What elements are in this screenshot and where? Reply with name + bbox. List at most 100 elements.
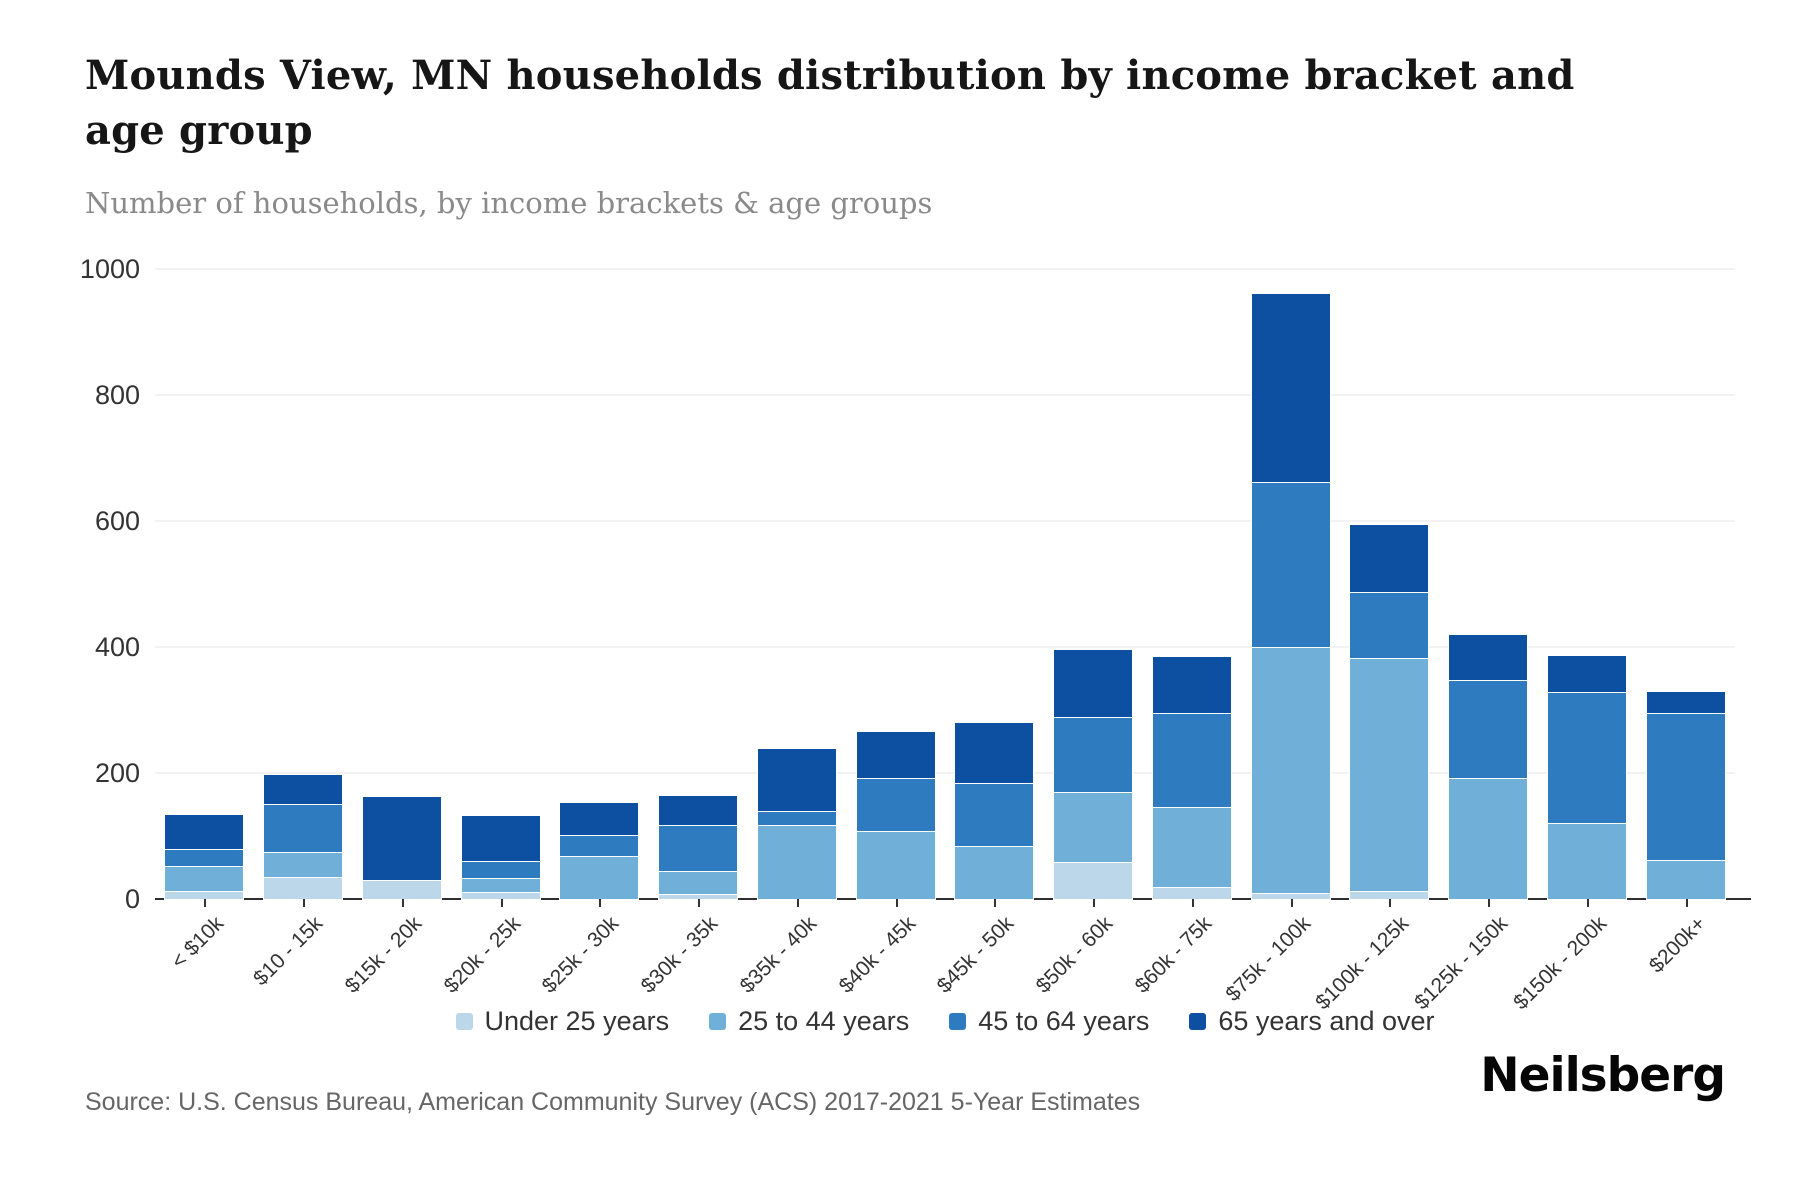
x-tick-$100k - 125k xyxy=(1389,899,1392,907)
bar-$75k - 100k xyxy=(1250,269,1331,901)
segment-< $10k-65 years and over[interactable] xyxy=(164,813,245,850)
segment-< $10k-Under 25 years[interactable] xyxy=(164,889,245,901)
x-tick-$125k - 150k xyxy=(1488,899,1491,907)
gridline-600 xyxy=(155,520,1735,522)
segment-$75k - 100k-Under 25 years[interactable] xyxy=(1250,891,1331,901)
x-tick-label-< $10k: < $10k xyxy=(167,912,229,974)
segment-$100k - 125k-65 years and over[interactable] xyxy=(1349,523,1430,594)
segment-$35k - 40k-65 years and over[interactable] xyxy=(756,748,837,812)
segment-$150k - 200k-25 to 44 years[interactable] xyxy=(1546,821,1627,901)
segment-$30k - 35k-Under 25 years[interactable] xyxy=(658,892,739,901)
bar-$100k - 125k xyxy=(1349,269,1430,900)
segment-$50k - 60k-Under 25 years[interactable] xyxy=(1053,860,1134,901)
bar-$150k - 200k xyxy=(1546,269,1627,901)
legend-item-45 to 64 years[interactable]: 45 to 64 years xyxy=(949,1006,1149,1037)
y-tick-label-600: 600 xyxy=(94,506,140,536)
segment-$200k+-25 to 44 years[interactable] xyxy=(1645,858,1726,901)
segment-$50k - 60k-65 years and over[interactable] xyxy=(1053,649,1134,718)
x-tick-label-$75k - 100k: $75k - 100k xyxy=(1221,912,1315,1006)
bar-$30k - 35k xyxy=(658,269,739,901)
legend-item-25 to 44 years[interactable]: 25 to 44 years xyxy=(709,1006,909,1037)
segment-$45k - 50k-25 to 44 years[interactable] xyxy=(954,845,1035,900)
legend: Under 25 years 25 to 44 years 45 to 64 yea… xyxy=(155,1006,1735,1037)
chart-subtitle: Number of households, by income brackets… xyxy=(85,186,933,220)
segment-$60k - 75k-Under 25 years[interactable] xyxy=(1151,886,1232,900)
segment-$45k - 50k-65 years and over[interactable] xyxy=(954,722,1035,785)
y-tick-label-200: 200 xyxy=(94,758,140,788)
bar-$45k - 50k xyxy=(954,269,1035,900)
x-tick-label-$30k - 35k: $30k - 35k xyxy=(636,912,723,998)
y-tick-label-800: 800 xyxy=(94,380,140,410)
segment-$10 - 15k-65 years and over[interactable] xyxy=(263,773,344,805)
segment-$10 - 15k-Under 25 years[interactable] xyxy=(263,875,344,901)
x-tick-$45k - 50k xyxy=(994,899,997,907)
gridline-200 xyxy=(155,772,1735,774)
legend-item-Under 25 years[interactable]: Under 25 years xyxy=(455,1006,669,1037)
segment-$60k - 75k-65 years and over[interactable] xyxy=(1151,656,1232,715)
x-tick-$25k - 30k xyxy=(599,899,602,907)
segment-$35k - 40k-25 to 44 years[interactable] xyxy=(756,823,837,901)
segment-$35k - 40k-45 to 64 years[interactable] xyxy=(756,809,837,826)
x-tick-label-$50k - 60k: $50k - 60k xyxy=(1031,912,1118,998)
segment-$25k - 30k-65 years and over[interactable] xyxy=(559,802,640,836)
segment-$150k - 200k-45 to 64 years[interactable] xyxy=(1546,690,1627,824)
x-tick-label-$40k - 45k: $40k - 45k xyxy=(834,912,920,998)
segment-$15k - 20k-65 years and over[interactable] xyxy=(361,795,442,882)
segment-$125k - 150k-65 years and over[interactable] xyxy=(1448,634,1529,682)
bar-< $10k xyxy=(164,269,245,901)
brand-logo: Neilsberg xyxy=(1480,1048,1726,1103)
segment-$60k - 75k-45 to 64 years[interactable] xyxy=(1151,712,1232,809)
segment-$30k - 35k-65 years and over[interactable] xyxy=(658,795,739,826)
segment-$75k - 100k-25 to 44 years[interactable] xyxy=(1250,646,1331,894)
legend-label: 65 years and over xyxy=(1218,1006,1435,1036)
segment-$40k - 45k-45 to 64 years[interactable] xyxy=(855,777,936,832)
segment-$45k - 50k-45 to 64 years[interactable] xyxy=(954,782,1035,848)
segment-$10 - 15k-45 to 64 years[interactable] xyxy=(263,802,344,853)
segment-$50k - 60k-25 to 44 years[interactable] xyxy=(1053,790,1134,863)
segment-$40k - 45k-25 to 44 years[interactable] xyxy=(855,829,936,901)
segment-$25k - 30k-45 to 64 years[interactable] xyxy=(559,833,640,858)
segment-$200k+-45 to 64 years[interactable] xyxy=(1645,712,1726,861)
x-tick-label-$20k - 25k: $20k - 25k xyxy=(439,912,525,998)
legend-item-65 years and over[interactable]: 65 years and over xyxy=(1189,1006,1435,1037)
x-tick-$40k - 45k xyxy=(895,899,898,907)
plot-area: < $10k $10 - 15k $15k - 20k $20k - 25k $25k … xyxy=(155,268,1751,1014)
x-tick-$10 - 15k xyxy=(303,899,306,907)
x-tick-$60k - 75k xyxy=(1191,899,1194,907)
segment-$75k - 100k-45 to 64 years[interactable] xyxy=(1250,480,1331,649)
segment-$100k - 125k-Under 25 years[interactable] xyxy=(1349,890,1430,900)
segment-$20k - 25k-25 to 44 years[interactable] xyxy=(460,876,541,894)
x-tick-label-$25k - 30k: $25k - 30k xyxy=(538,912,624,998)
x-tick-$50k - 60k xyxy=(1093,899,1096,907)
bar-$10 - 15k xyxy=(263,269,344,901)
segment-$100k - 125k-45 to 64 years[interactable] xyxy=(1349,591,1430,660)
segment-$20k - 25k-Under 25 years[interactable] xyxy=(460,891,541,900)
segment-$150k - 200k-65 years and over[interactable] xyxy=(1546,655,1627,693)
gridline-1000 xyxy=(155,268,1735,270)
x-tick-$200k+ xyxy=(1685,899,1688,907)
segment-$20k - 25k-45 to 64 years[interactable] xyxy=(460,860,541,879)
segment-$40k - 45k-65 years and over[interactable] xyxy=(855,731,936,780)
segment-$50k - 60k-45 to 64 years[interactable] xyxy=(1053,715,1134,793)
legend-swatch-icon xyxy=(455,1013,473,1030)
segment-$25k - 30k-25 to 44 years[interactable] xyxy=(559,855,640,900)
segment-$125k - 150k-45 to 64 years[interactable] xyxy=(1448,679,1529,780)
segment-$200k+-65 years and over[interactable] xyxy=(1645,691,1726,715)
segment-$100k - 125k-25 to 44 years[interactable] xyxy=(1349,657,1430,893)
x-tick-$35k - 40k xyxy=(796,899,799,907)
segment-$75k - 100k-65 years and over[interactable] xyxy=(1250,293,1331,483)
segment-$15k - 20k-Under 25 years[interactable] xyxy=(361,879,442,900)
y-tick-label-400: 400 xyxy=(94,632,140,662)
segment-$60k - 75k-25 to 44 years[interactable] xyxy=(1151,806,1232,889)
segment-< $10k-45 to 64 years[interactable] xyxy=(164,847,245,867)
segment-$30k - 35k-25 to 44 years[interactable] xyxy=(658,870,739,895)
y-tick-label-1000: 1000 xyxy=(79,254,140,284)
segment-$125k - 150k-25 to 44 years[interactable] xyxy=(1448,777,1529,900)
segment-$30k - 35k-45 to 64 years[interactable] xyxy=(658,823,739,873)
x-tick-$15k - 20k xyxy=(401,899,404,907)
segment-< $10k-25 to 44 years[interactable] xyxy=(164,864,245,892)
segment-$20k - 25k-65 years and over[interactable] xyxy=(460,815,541,863)
segment-$10 - 15k-25 to 44 years[interactable] xyxy=(263,850,344,878)
x-tick-$20k - 25k xyxy=(500,899,503,907)
chart-title: Mounds View, MN households distribution … xyxy=(85,52,1575,154)
